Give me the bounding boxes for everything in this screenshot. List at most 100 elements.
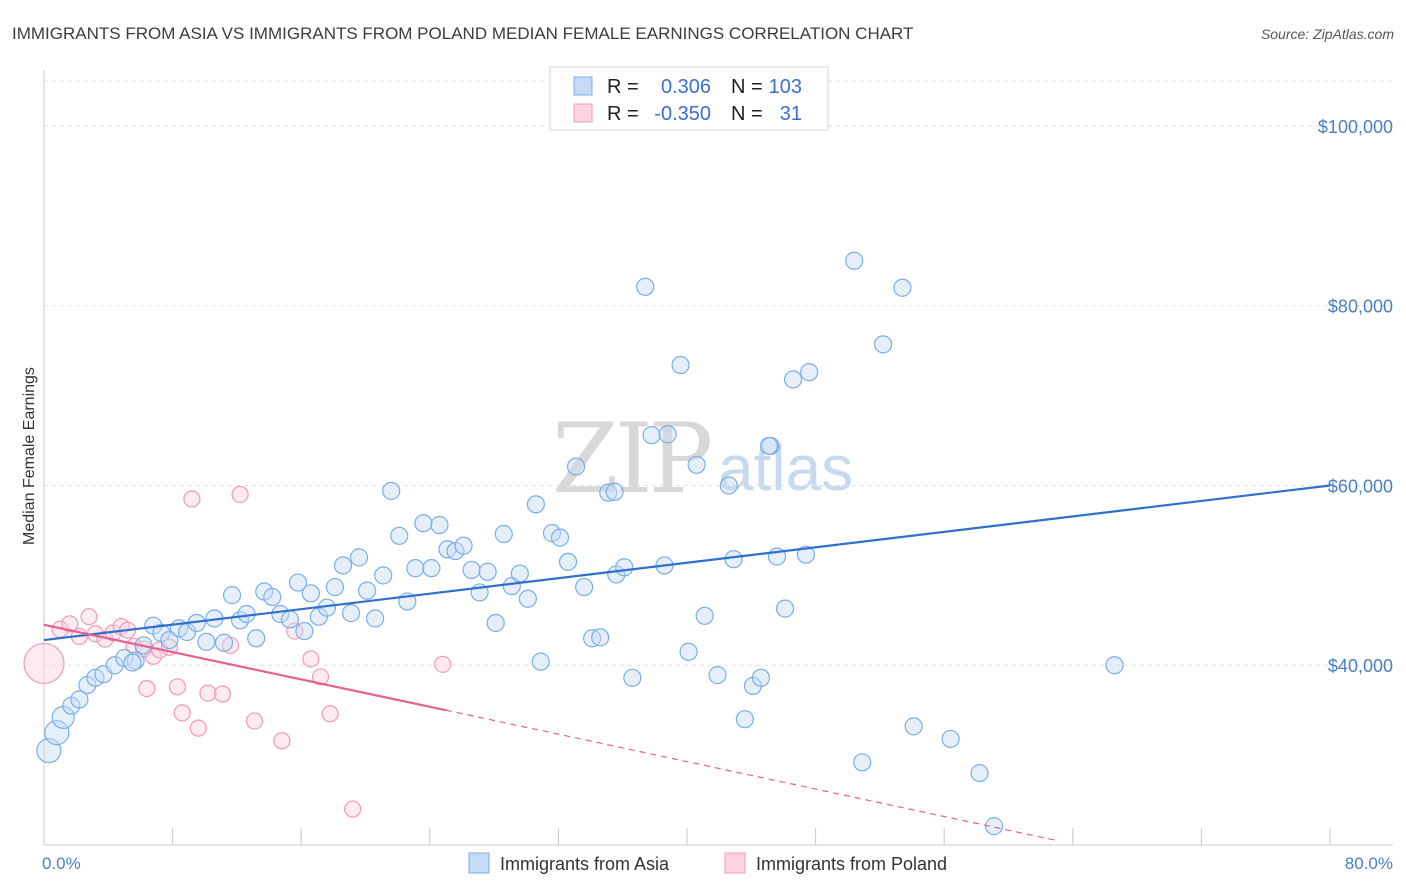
trend-lines	[43, 484, 1331, 842]
poland-point-25	[273, 732, 291, 750]
asia-point-41	[374, 566, 393, 585]
asia-point-43	[390, 526, 409, 545]
asia-point-66	[575, 577, 594, 597]
asia-point-58	[510, 564, 529, 583]
x-tick-label-left: 0.0%	[42, 854, 81, 873]
x-tick-label-right: 80.0%	[1345, 854, 1393, 873]
asia-point-47	[422, 559, 441, 578]
asia-point-46	[414, 514, 433, 533]
series-poland-points	[23, 485, 452, 818]
poland-point-12	[138, 680, 156, 698]
poland-point-19	[189, 719, 207, 737]
asia-point-29	[280, 610, 300, 629]
asia-point-64	[558, 552, 578, 571]
asia-point-39	[358, 581, 377, 600]
asia-point-102	[605, 482, 624, 501]
stats-legend: R = 0.306 N = 103 R = -0.350 N = 31	[549, 66, 829, 131]
axes	[43, 70, 1393, 846]
stats-swatch-asia	[573, 76, 593, 96]
asia-point-4	[70, 690, 89, 709]
legend-swatch-poland	[724, 852, 746, 874]
asia-point-69	[599, 483, 618, 502]
asia-point-19	[197, 632, 216, 651]
stats-r-value-poland: -0.350	[654, 103, 711, 125]
trend-line-asia	[43, 484, 1331, 642]
asia-point-97	[904, 717, 923, 736]
asia-point-60	[526, 495, 545, 514]
asia-point-55	[486, 613, 505, 633]
asia-point-95	[874, 335, 893, 354]
chart-source: Source: ZipAtlas.com	[1261, 26, 1394, 42]
asia-point-65	[566, 457, 586, 476]
y-tick-label-0: $100,000	[1318, 117, 1393, 137]
asia-point-28	[271, 604, 290, 624]
legend-swatch-asia	[468, 852, 490, 874]
y-tick-label-2: $60,000	[1328, 476, 1393, 496]
asia-point-48	[430, 515, 449, 535]
asia-point-1	[44, 720, 70, 746]
stats-r-label-asia: R =	[607, 76, 639, 98]
poland-point-26	[286, 622, 304, 640]
gridlines	[44, 80, 1393, 666]
asia-point-100	[984, 817, 1004, 836]
y-tick-label-3: $40,000	[1328, 656, 1393, 676]
asia-point-40	[366, 609, 385, 628]
poland-point-21	[213, 685, 232, 703]
poland-point-18	[183, 490, 201, 508]
y-axis-label: Median Female Earnings	[21, 367, 38, 545]
poland-point-27	[302, 650, 320, 668]
asia-point-71	[615, 558, 634, 577]
asia-point-80	[695, 606, 714, 625]
asia-point-11	[123, 653, 142, 672]
asia-point-52	[462, 560, 481, 580]
asia-point-36	[333, 556, 353, 575]
asia-point-96	[893, 278, 912, 297]
asia-point-91	[796, 545, 816, 564]
stats-r-value-asia: 0.306	[661, 76, 711, 98]
asia-point-45	[406, 559, 425, 578]
stats-r-label-poland: R =	[607, 103, 639, 125]
asia-point-89	[775, 599, 795, 618]
asia-point-51	[454, 536, 473, 555]
asia-point-94	[853, 753, 872, 772]
asia-point-86	[751, 668, 771, 687]
asia-point-72	[623, 668, 642, 687]
asia-point-42	[382, 481, 401, 500]
asia-point-78	[679, 642, 698, 661]
asia-point-90	[783, 370, 803, 389]
poland-point-24	[245, 712, 264, 730]
asia-point-61	[531, 652, 550, 671]
asia-point-30	[288, 573, 308, 592]
asia-point-8	[105, 656, 124, 675]
watermark-atlas: atlas	[718, 432, 853, 504]
series-legend: Immigrants from Asia Immigrants from Pol…	[468, 852, 947, 874]
legend-label-poland: Immigrants from Poland	[756, 854, 947, 874]
asia-point-81	[708, 666, 727, 685]
asia-point-98	[941, 729, 960, 749]
asia-point-25	[247, 629, 266, 648]
legend-label-asia: Immigrants from Asia	[500, 854, 670, 874]
asia-point-93	[845, 251, 864, 270]
poland-point-16	[168, 678, 187, 696]
poland-point-4	[80, 608, 98, 626]
poland-point-20	[199, 684, 217, 702]
chart-title: IMMIGRANTS FROM ASIA VS IMMIGRANTS FROM …	[12, 24, 913, 43]
asia-point-92	[800, 363, 819, 382]
stats-n-value-poland: 31	[780, 103, 802, 125]
asia-point-21	[214, 633, 234, 652]
asia-point-27	[263, 587, 282, 607]
y-tick-labels: $100,000 $80,000 $60,000 $40,000	[1318, 117, 1393, 676]
asia-point-74	[642, 426, 661, 445]
poland-point-28	[311, 668, 330, 686]
asia-point-31	[295, 621, 314, 641]
asia-point-10	[126, 651, 145, 670]
asia-point-83	[724, 550, 743, 569]
asia-point-32	[301, 584, 320, 603]
asia-point-76	[658, 425, 677, 444]
poland-point-29	[321, 705, 339, 723]
asia-point-82	[719, 476, 738, 495]
stats-legend-box	[549, 66, 829, 131]
asia-point-79	[687, 455, 706, 474]
poland-point-31	[434, 655, 452, 673]
